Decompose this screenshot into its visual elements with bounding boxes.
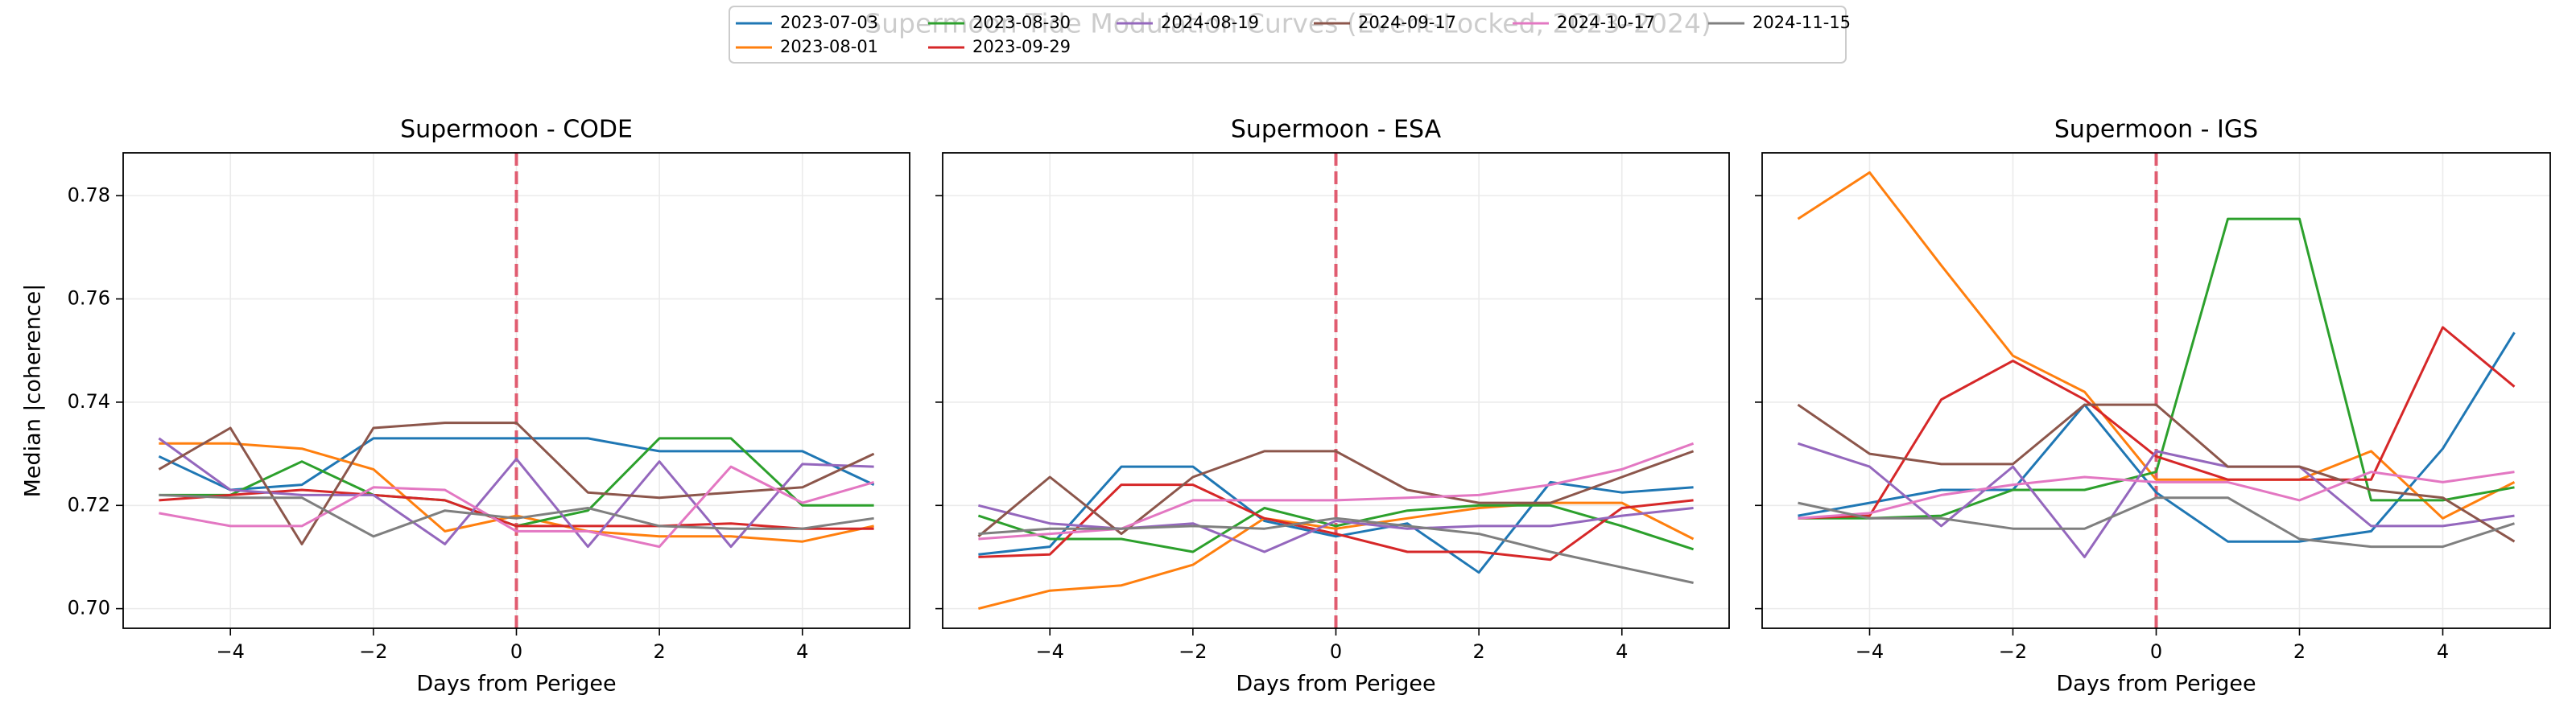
legend-label: 2024-08-19 [1161, 13, 1259, 32]
subplot: −4 −2 0 2 4 Supermoon - IGS Days from Perigee [1755, 116, 2551, 697]
plot-frame [942, 152, 1730, 629]
x-tick-label: 2 [1472, 640, 1484, 663]
series-line [1798, 496, 2515, 549]
x-tick-label: 2 [653, 640, 665, 663]
legend-box [729, 6, 1847, 64]
series-line [159, 488, 874, 530]
x-tick-label: 0 [2150, 640, 2162, 663]
series-line [1797, 171, 2516, 520]
x-tick-label: 2 [2293, 640, 2306, 663]
x-tick-label: 4 [796, 640, 808, 663]
x-tick-label: −2 [1179, 640, 1207, 663]
legend-label: 2023-09-29 [972, 37, 1071, 56]
series-line [1798, 442, 2515, 558]
legend-label: 2023-08-01 [780, 37, 878, 56]
series-line [1798, 326, 2516, 520]
legend-label: 2024-11-15 [1752, 13, 1851, 32]
y-tick-label: 0.78 [68, 183, 110, 206]
series-line [1798, 331, 2516, 543]
y-axis-label: Median |coherence| [21, 284, 46, 498]
y-tick-label: 0.76 [68, 287, 110, 310]
series-line [978, 516, 1694, 584]
series-line [978, 504, 1694, 553]
y-tick-label: 0.72 [68, 493, 110, 516]
x-tick-label: 0 [510, 640, 522, 663]
series-line [977, 504, 1695, 553]
x-tick-label: −2 [359, 640, 387, 663]
x-tick-label: 4 [2437, 640, 2449, 663]
x-axis-label: Days from Perigee [1236, 672, 1435, 697]
series-line [978, 483, 1694, 562]
x-tick-label: −4 [1856, 640, 1884, 663]
series-line [158, 437, 875, 492]
series-line [978, 465, 1694, 574]
x-tick-label: 4 [1616, 640, 1628, 663]
legend-label: 2023-07-03 [780, 13, 878, 32]
series-line [158, 437, 874, 549]
series-line [977, 450, 1695, 537]
subplot: 0.70 0.72 0.74 0.76 0.78 −4 −2 0 2 4 Supermoon - C… [21, 116, 910, 697]
subplot-title: Supermoon - CODE [400, 116, 633, 144]
legend: 2023-07-03 2023-08-01 2023-08-30 2023-09-29… [729, 6, 1851, 64]
x-tick-label: −4 [1036, 640, 1064, 663]
x-tick-label: −4 [217, 640, 245, 663]
legend-label: 2023-08-30 [972, 13, 1071, 32]
legend-label: 2024-09-17 [1358, 13, 1456, 32]
series-line [1797, 403, 2516, 543]
y-tick-label: 0.70 [68, 597, 110, 619]
x-tick-label: 0 [1330, 640, 1342, 663]
x-axis-label: Days from Perigee [416, 672, 616, 697]
series-line [1798, 471, 2515, 520]
plot-frame [122, 152, 910, 629]
x-tick-label: −2 [1999, 640, 2027, 663]
series-line [159, 465, 875, 549]
plot-frame [1761, 152, 2551, 629]
series-line [978, 442, 1695, 541]
series-line [159, 442, 874, 543]
series-line [1798, 217, 2515, 520]
subplot-title: Supermoon - IGS [2054, 116, 2258, 144]
subplot-title: Supermoon - ESA [1231, 116, 1442, 144]
legend-label: 2024-10-17 [1557, 13, 1655, 32]
y-tick-label: 0.74 [68, 390, 110, 413]
x-axis-label: Days from Perigee [2056, 672, 2256, 697]
series-line [978, 501, 1695, 611]
subplot: −4 −2 0 2 4 Supermoon - ESA Days from Perigee [935, 116, 1730, 697]
series-line [158, 422, 875, 545]
series-line [159, 493, 874, 538]
